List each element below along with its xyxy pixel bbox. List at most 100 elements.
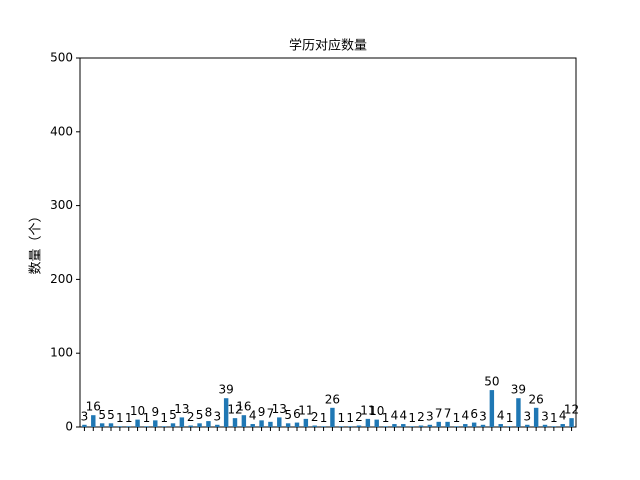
data-label: 1 — [143, 411, 151, 425]
bar — [445, 421, 450, 427]
data-label: 1 — [346, 411, 354, 425]
bar — [374, 419, 379, 427]
data-label: 7 — [444, 406, 452, 420]
data-label: 5 — [169, 408, 177, 422]
bar — [144, 426, 149, 427]
bar — [153, 420, 158, 427]
data-label: 12 — [564, 403, 579, 417]
data-label: 9 — [258, 405, 266, 419]
data-label: 7 — [435, 406, 443, 420]
bar — [223, 398, 229, 427]
data-label: 4 — [497, 409, 505, 423]
bar — [206, 421, 211, 427]
data-label: 3 — [213, 409, 221, 423]
bar — [330, 407, 335, 427]
data-label: 1 — [160, 411, 168, 425]
data-label: 1 — [337, 411, 345, 425]
data-label: 10 — [130, 404, 145, 418]
bar — [542, 424, 548, 427]
bar — [294, 422, 300, 427]
bar — [268, 421, 273, 427]
bar — [365, 418, 371, 427]
bar — [215, 424, 220, 427]
bar — [82, 424, 87, 427]
axes-frame — [79, 57, 577, 428]
data-label: 12 — [227, 403, 242, 417]
bar — [108, 423, 114, 427]
data-label: 4 — [391, 409, 399, 423]
data-label: 3 — [541, 409, 549, 423]
data-label: 16 — [86, 400, 101, 414]
data-label: 4 — [249, 409, 257, 423]
data-label: 1 — [116, 411, 124, 425]
bar — [471, 422, 477, 427]
data-label: 26 — [325, 392, 340, 406]
bar — [427, 424, 433, 427]
bar — [525, 424, 530, 427]
bar — [516, 398, 521, 427]
bar — [250, 424, 255, 427]
data-label: 50 — [484, 375, 499, 389]
data-label: 1 — [320, 411, 328, 425]
bar — [197, 423, 202, 427]
y-tick-label: 300 — [50, 198, 73, 212]
y-tick-label: 500 — [50, 51, 73, 65]
data-label: 26 — [529, 392, 544, 406]
data-label: 1 — [125, 411, 133, 425]
data-label: 1 — [550, 411, 558, 425]
data-label: 13 — [174, 402, 189, 416]
data-label: 5 — [196, 408, 204, 422]
bar — [480, 424, 486, 427]
bar — [507, 426, 512, 427]
bar — [188, 425, 193, 427]
data-label: 16 — [236, 400, 251, 414]
bar — [303, 418, 309, 427]
data-label: 2 — [355, 410, 363, 424]
data-label: 13 — [272, 402, 287, 416]
data-label: 3 — [81, 409, 89, 423]
y-tick-label: 200 — [50, 272, 73, 286]
y-axis-label: 数量（个） — [29, 209, 44, 274]
data-label: 2 — [187, 410, 195, 424]
bar — [383, 426, 388, 427]
y-tick-label: 100 — [50, 346, 73, 360]
bar — [91, 415, 96, 427]
bar — [409, 426, 415, 427]
data-label: 1 — [382, 411, 390, 425]
bar — [312, 425, 317, 427]
bar — [392, 424, 397, 427]
bar — [170, 423, 176, 427]
bar — [498, 424, 503, 427]
bar — [339, 426, 344, 427]
data-label: 11 — [298, 403, 313, 417]
bar — [436, 421, 441, 427]
data-label: 5 — [284, 408, 292, 422]
bar — [489, 390, 495, 427]
data-label: 9 — [151, 405, 159, 419]
bar — [285, 423, 291, 427]
data-label: 5 — [98, 408, 106, 422]
bar — [569, 418, 574, 427]
bar — [321, 426, 326, 427]
data-label: 2 — [417, 410, 425, 424]
data-label: 1 — [408, 411, 416, 425]
data-label: 39 — [511, 383, 526, 397]
bar — [551, 426, 557, 427]
bar — [277, 417, 282, 427]
bar — [560, 424, 565, 427]
bar — [356, 425, 362, 427]
bar — [533, 407, 539, 427]
data-label: 8 — [205, 406, 213, 420]
data-label: 4 — [399, 409, 407, 423]
bar — [347, 426, 353, 427]
data-label: 3 — [426, 409, 434, 423]
y-tick-label: 400 — [50, 124, 73, 138]
data-label: 5 — [107, 408, 115, 422]
bar — [259, 420, 264, 427]
data-label: 2 — [311, 410, 319, 424]
bar — [232, 418, 238, 427]
data-label: 1 — [453, 411, 461, 425]
bar — [117, 426, 123, 427]
bar — [418, 425, 424, 427]
